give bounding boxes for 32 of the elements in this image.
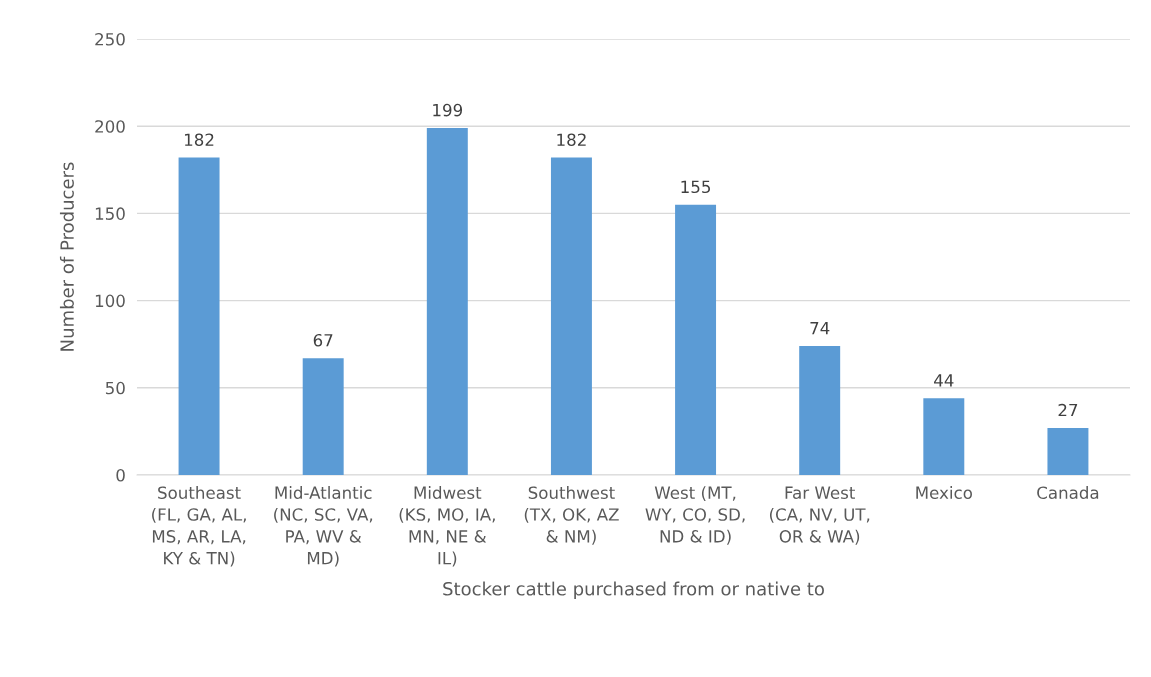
y-tick-label: 200 bbox=[95, 120, 125, 133]
bar bbox=[302, 358, 344, 475]
bar bbox=[923, 398, 965, 475]
x-tick-label: Mid-Atlantic (NC, SC, VA, PA, WV & MD) bbox=[274, 486, 373, 567]
bar bbox=[178, 157, 220, 475]
bar bbox=[675, 204, 717, 475]
data-label: 182 bbox=[184, 133, 214, 147]
x-tick-label: Southeast (FL, GA, AL, MS, AR, LA, KY & TN) bbox=[152, 486, 246, 567]
data-label: 27 bbox=[1058, 403, 1078, 417]
x-tick-label: Midwest (KS, MO, IA, MN, NE & IL) bbox=[399, 486, 495, 567]
data-label: 182 bbox=[557, 133, 586, 147]
data-label: 155 bbox=[681, 180, 711, 194]
data-label: 67 bbox=[313, 333, 333, 347]
x-axis-title: Stocker cattle purchased from or native to bbox=[443, 581, 824, 600]
data-label: 44 bbox=[934, 374, 954, 387]
x-tick-label: Far West (CA, NV, UT, OR & WA) bbox=[769, 486, 870, 545]
bar bbox=[550, 157, 592, 475]
x-tick-label: West (MT, WY, CO, SD, ND & ID) bbox=[645, 486, 745, 545]
y-tick-label: 150 bbox=[95, 207, 125, 220]
y-axis-title: Number of Producers bbox=[59, 162, 74, 351]
bar bbox=[426, 127, 468, 475]
x-tick-label: Southwest (TX, OK, AZ & NM) bbox=[524, 486, 619, 545]
data-label: 74 bbox=[810, 321, 830, 335]
x-tick-label: Mexico bbox=[916, 486, 972, 500]
y-tick-label: 50 bbox=[105, 381, 125, 395]
bar bbox=[1047, 427, 1089, 475]
bar bbox=[799, 345, 841, 475]
x-tick-label: Canada bbox=[1037, 486, 1099, 500]
y-tick-label: 0 bbox=[116, 468, 125, 482]
y-tick-label: 250 bbox=[95, 32, 125, 46]
y-tick-label: 100 bbox=[95, 294, 125, 308]
data-label: 199 bbox=[433, 103, 463, 117]
